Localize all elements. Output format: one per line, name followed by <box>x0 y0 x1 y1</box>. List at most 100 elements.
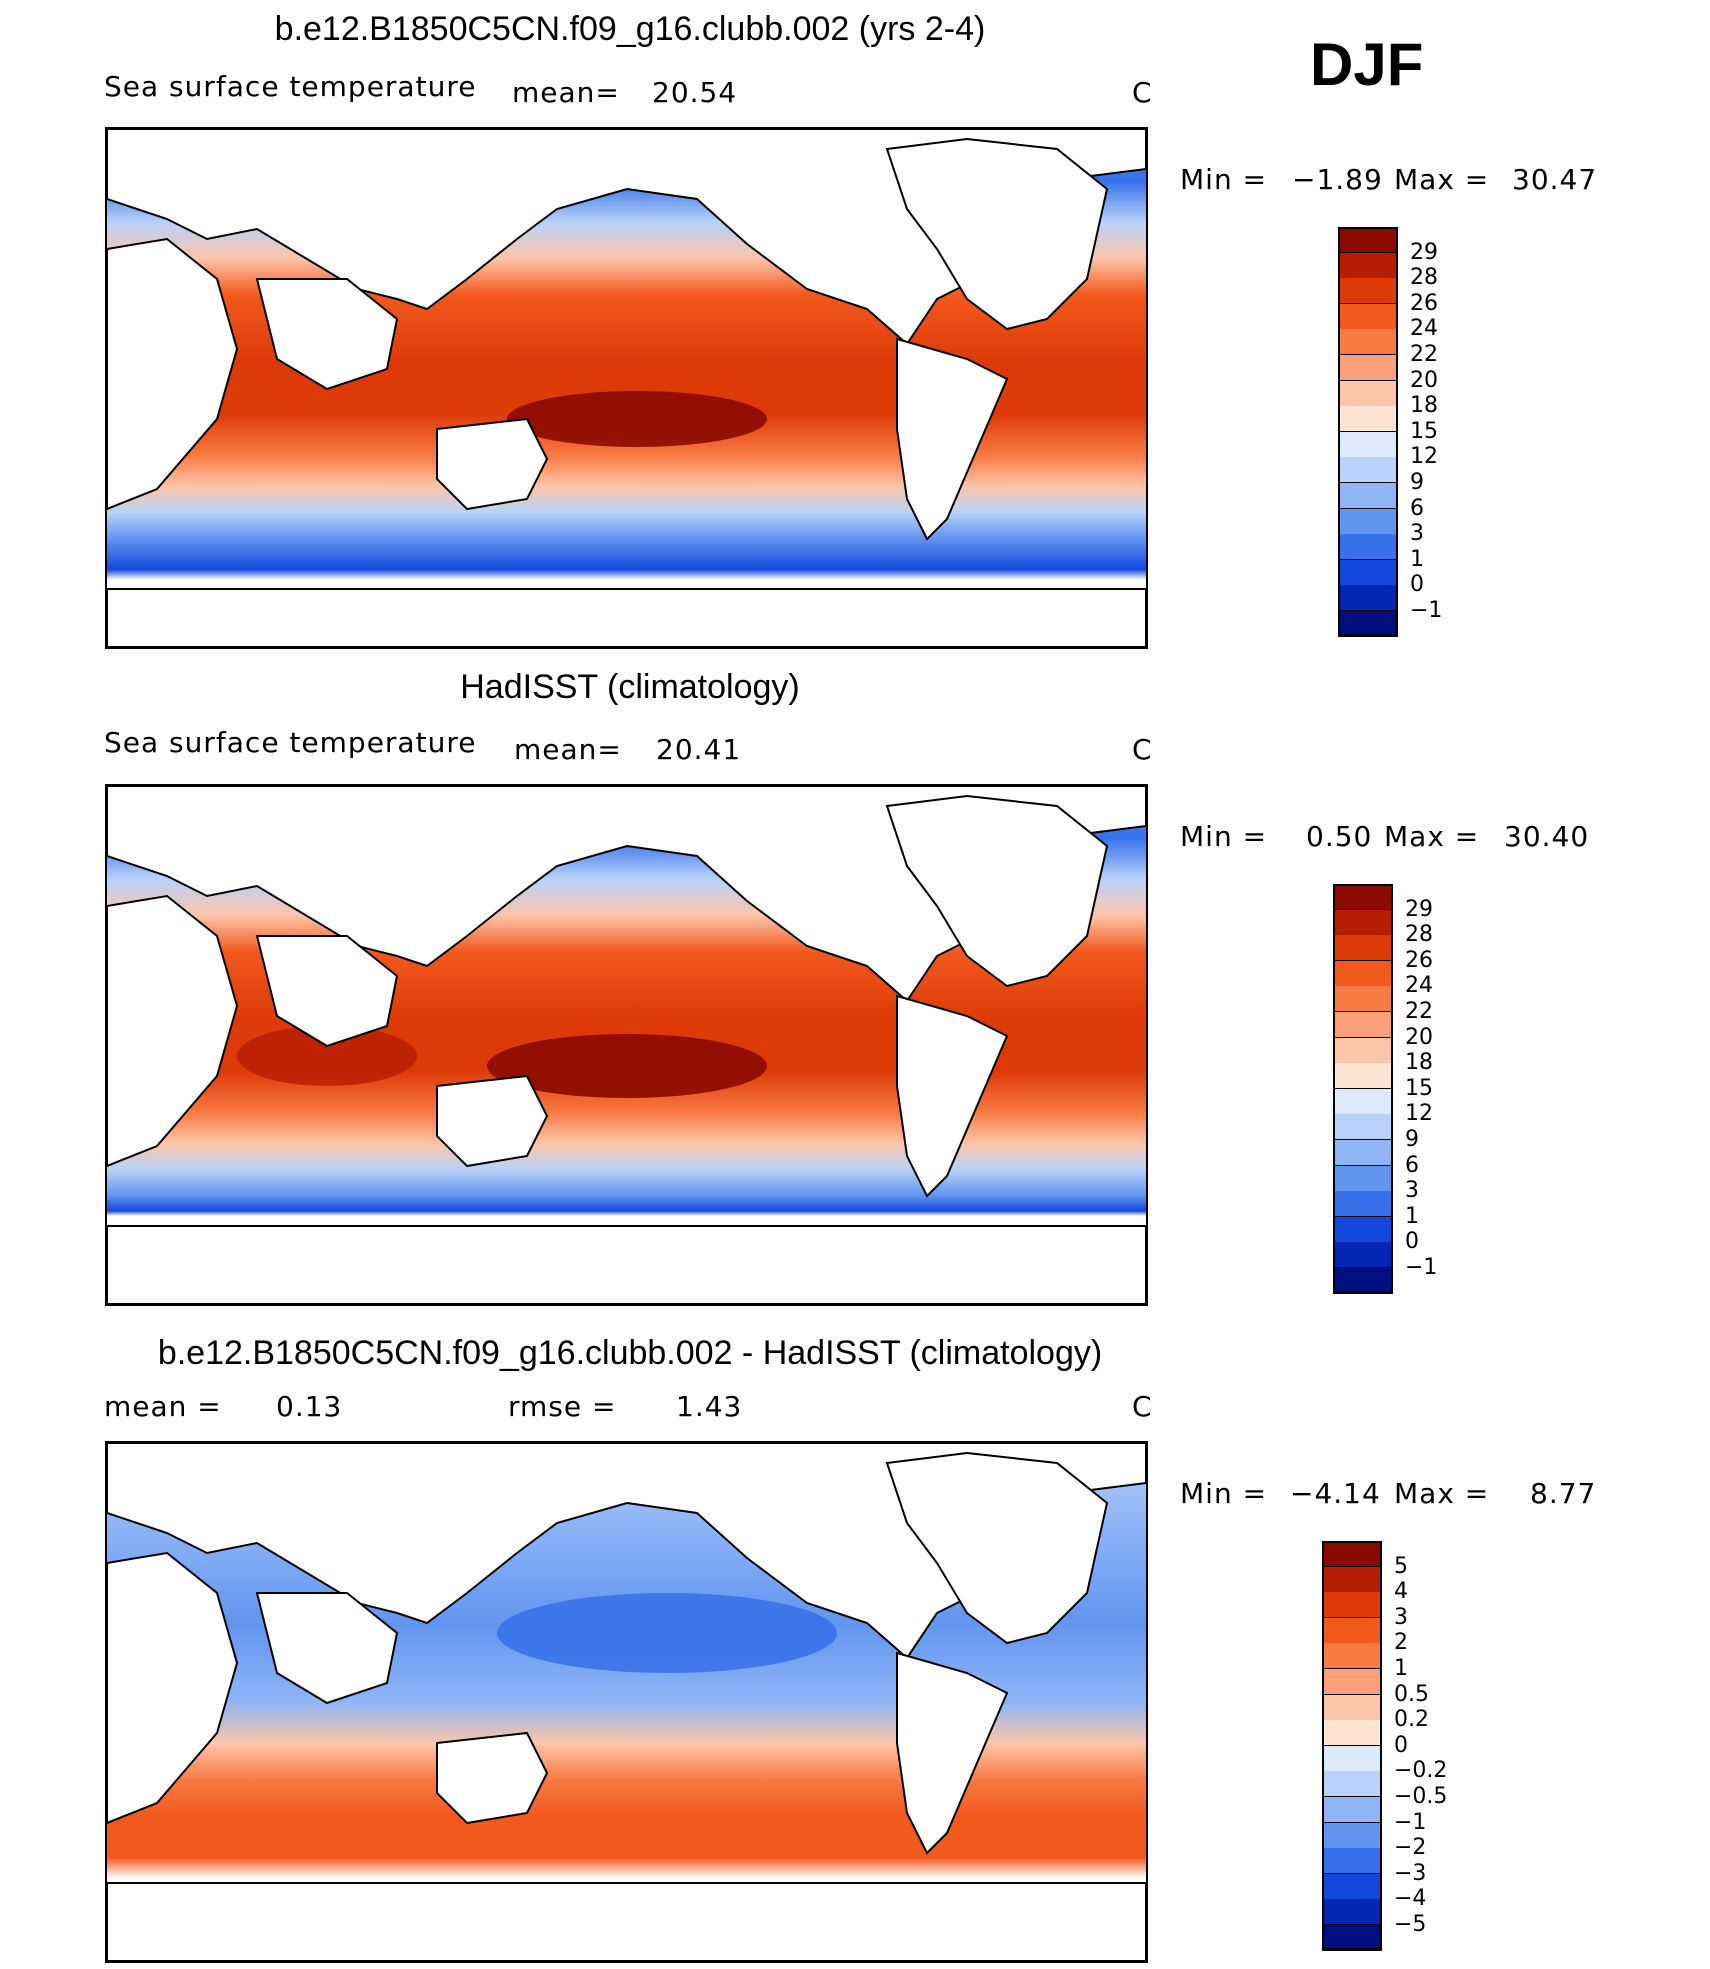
colorbar-tick-label: −1 <box>1410 598 1443 623</box>
panel3-units: C <box>1132 1390 1153 1423</box>
colorbar-tick-label: −0.2 <box>1394 1758 1448 1784</box>
colorbar-swatch <box>1322 1694 1382 1721</box>
colorbar-tick-label: 6 <box>1410 495 1424 521</box>
panel1-min-value: −1.89 <box>1292 163 1383 196</box>
colorbar-tick-label: 26 <box>1410 290 1438 316</box>
colorbar-swatch <box>1338 303 1398 330</box>
colorbar-tick-label: 1 <box>1410 546 1424 572</box>
colorbar-swatch <box>1322 1643 1382 1670</box>
colorbar-swatch <box>1333 884 1393 911</box>
colorbar-swatch <box>1322 1899 1382 1926</box>
colorbar-tick-label: 28 <box>1410 265 1438 291</box>
colorbar-tick-label: 24 <box>1405 973 1433 999</box>
colorbar-tick-label: 0 <box>1394 1732 1408 1758</box>
colorbar-swatch <box>1338 534 1398 561</box>
panel1-land <box>107 129 1146 647</box>
colorbar-swatch <box>1338 483 1398 510</box>
colorbar-tick-label: 9 <box>1410 470 1424 495</box>
colorbar-tick-label: 18 <box>1405 1050 1433 1076</box>
colorbar-tick-label: 20 <box>1405 1024 1433 1050</box>
colorbar-swatch <box>1333 1242 1393 1269</box>
colorbar-swatch <box>1338 227 1398 254</box>
colorbar-tick-label: 12 <box>1410 444 1438 470</box>
panel3-min-label: Min = <box>1180 1477 1268 1510</box>
colorbar-tick-label: 3 <box>1394 1604 1408 1630</box>
colorbar-tick-label: 18 <box>1410 393 1438 419</box>
panel3-rmse-value: 1.43 <box>676 1390 743 1423</box>
colorbar-tick-label: 6 <box>1405 1152 1419 1178</box>
panel2-min-value: 0.50 <box>1306 820 1373 853</box>
colorbar-swatch <box>1322 1566 1382 1593</box>
colorbar-swatch <box>1333 960 1393 987</box>
colorbar-swatch <box>1333 1140 1393 1167</box>
colorbar-swatch <box>1322 1669 1382 1696</box>
panel1-max-label: Max = <box>1394 163 1490 196</box>
colorbar-swatch <box>1322 1797 1382 1824</box>
colorbar-tick-label: 0.5 <box>1394 1681 1429 1707</box>
panel1-max-value: 30.47 <box>1512 163 1598 196</box>
colorbar-tick-label: 29 <box>1405 896 1433 922</box>
panel3-title: b.e12.B1850C5CN.f09_g16.clubb.002 - HadI… <box>157 1334 1103 1372</box>
colorbar-swatch <box>1333 935 1393 962</box>
panel2-variable-label: Sea surface temperature <box>104 726 477 759</box>
colorbar-swatch <box>1338 380 1398 407</box>
colorbar-tick-label: 9 <box>1405 1127 1419 1152</box>
colorbar-tick-label: −0.5 <box>1394 1784 1448 1809</box>
colorbar-swatch <box>1338 559 1398 586</box>
colorbar-swatch <box>1333 986 1393 1013</box>
colorbar-tick-label: 3 <box>1405 1178 1419 1204</box>
panel2-warm-pool <box>487 1034 767 1098</box>
colorbar-swatch <box>1338 508 1398 535</box>
colorbar-swatch <box>1333 1191 1393 1218</box>
colorbar-tick-label: 0 <box>1410 572 1424 598</box>
colorbar-tick-label: 3 <box>1410 521 1424 547</box>
season-label: DJF <box>1310 31 1424 98</box>
colorbar-tick-label: 2 <box>1394 1630 1408 1656</box>
colorbar-tick-label: −1 <box>1394 1809 1427 1835</box>
colorbar-swatch <box>1322 1745 1382 1772</box>
panel2-max-label: Max = <box>1384 820 1480 853</box>
colorbar-tick-label: 20 <box>1410 367 1438 393</box>
colorbar-tick-label: 4 <box>1394 1579 1408 1605</box>
colorbar-tick-label: 28 <box>1405 922 1433 948</box>
colorbar-tick-label: −4 <box>1394 1886 1427 1912</box>
panel3-cold-anomaly <box>497 1593 837 1673</box>
panel3-land <box>107 1443 1146 1961</box>
colorbar-tick-label: −2 <box>1394 1835 1427 1861</box>
colorbar-swatch <box>1333 1268 1393 1295</box>
panel2-land <box>107 786 1146 1304</box>
panel2-map <box>105 784 1148 1306</box>
panel3-mean-value: 0.13 <box>276 1390 343 1423</box>
panel3-min-value: −4.14 <box>1290 1477 1381 1510</box>
colorbar-tick-label: 24 <box>1410 316 1438 342</box>
panel1-mean-value: 20.54 <box>652 76 738 109</box>
colorbar-swatch <box>1338 355 1398 382</box>
colorbar-swatch <box>1322 1541 1382 1568</box>
colorbar-swatch <box>1338 585 1398 612</box>
panel3-max-label: Max = <box>1394 1477 1490 1510</box>
colorbar-swatch <box>1338 329 1398 356</box>
colorbar-tick-label: 5 <box>1394 1553 1408 1579</box>
colorbar-swatch <box>1333 1012 1393 1039</box>
colorbar-swatch <box>1333 1165 1393 1192</box>
panel3-map-svg <box>107 1443 1146 1961</box>
panel1-units: C <box>1132 76 1153 109</box>
panel2-units: C <box>1132 733 1153 766</box>
colorbar-swatch <box>1322 1771 1382 1798</box>
colorbar-tick-label: −5 <box>1394 1912 1427 1937</box>
colorbar-swatch <box>1333 1088 1393 1115</box>
colorbar-tick-label: 1 <box>1394 1656 1408 1681</box>
colorbar-tick-label: 12 <box>1405 1101 1433 1127</box>
colorbar-swatch <box>1322 1873 1382 1900</box>
colorbar-swatch <box>1322 1848 1382 1875</box>
colorbar-tick-label: 15 <box>1410 418 1438 444</box>
panel2-max-value: 30.40 <box>1504 820 1590 853</box>
colorbar-swatch <box>1333 1216 1393 1243</box>
colorbar-tick-label: 22 <box>1405 999 1433 1024</box>
panel1-mean-label: mean= <box>512 76 620 109</box>
colorbar-tick-label: 26 <box>1405 947 1433 973</box>
panel1-map-svg <box>107 129 1146 647</box>
panel3-max-value: 8.77 <box>1530 1477 1597 1510</box>
panel2-mean-value: 20.41 <box>656 733 742 766</box>
colorbar-tick-label: 22 <box>1410 342 1438 367</box>
